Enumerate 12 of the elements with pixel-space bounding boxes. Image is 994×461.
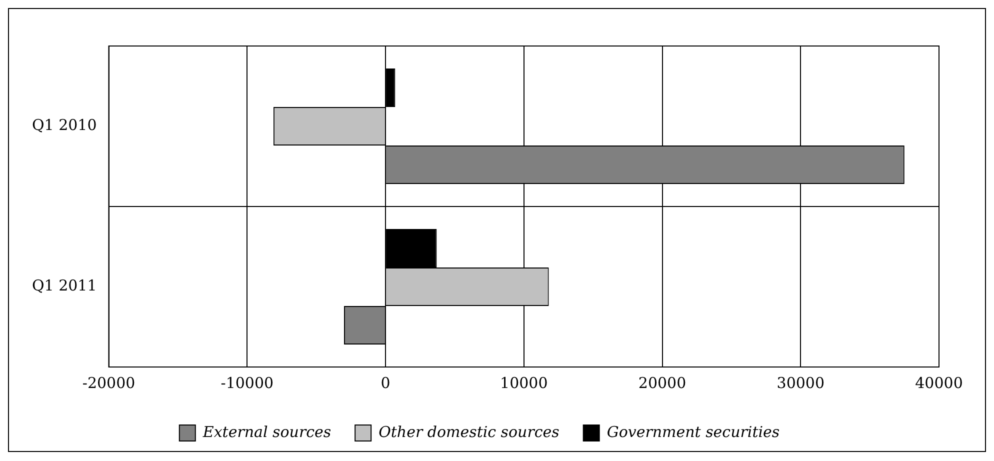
x-tick-label: 30000 <box>776 374 824 392</box>
x-tick-label: 20000 <box>638 374 686 392</box>
y-tick-label: Q1 2011 <box>32 276 97 295</box>
x-tick-label: 0 <box>380 374 390 392</box>
legend-label: Other domestic sources <box>378 422 560 441</box>
legend-label: Government securities <box>606 422 780 441</box>
x-tick-label: -20000 <box>82 374 136 392</box>
x-tick-label: 40000 <box>915 374 963 392</box>
legend-label: External sources <box>202 422 332 441</box>
x-tick-label: -10000 <box>220 374 274 392</box>
x-tick-label: 10000 <box>500 374 548 392</box>
y-tick-label: Q1 2010 <box>32 116 97 134</box>
